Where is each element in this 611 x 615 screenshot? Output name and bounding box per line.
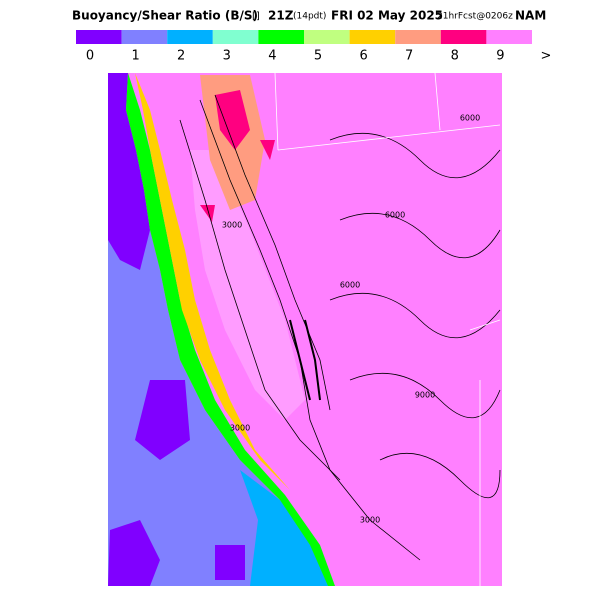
contour-label: 3000 [360, 516, 380, 525]
contour-label: 3000 [230, 424, 250, 433]
legend-swatch [167, 30, 213, 44]
contours [179, 94, 501, 561]
ocean [108, 73, 330, 586]
legend-label: > [541, 49, 552, 64]
legend-label: 4 [268, 49, 276, 64]
legend-label: 3 [223, 49, 231, 64]
central-valley [190, 150, 305, 420]
contour-labels: 6000 6000 3000 6000 3000 9000 3000 [222, 114, 480, 525]
legend-swatch [440, 30, 487, 44]
legend-label: 0 [86, 49, 94, 64]
legend-label: 7 [405, 49, 413, 64]
contour-label: 3000 [222, 221, 242, 230]
legend: 0 1 2 3 4 5 6 7 8 9 > [76, 30, 551, 64]
coastal-band [135, 73, 290, 490]
valid-time: 21Z [268, 9, 294, 23]
legend-label: 9 [496, 49, 504, 64]
model: NAM [515, 9, 546, 23]
contour-label: 6000 [385, 211, 405, 220]
boundaries [274, 72, 501, 586]
legend-swatch [349, 30, 396, 44]
legend-label: 6 [359, 49, 367, 64]
low-ratio-zone [108, 73, 150, 270]
legend-label: 5 [314, 49, 322, 64]
local-time: (14pdt) [293, 12, 326, 22]
low-ratio-zone [240, 470, 330, 586]
contour-label: 6000 [460, 114, 480, 123]
date: FRI 02 May 2025 [331, 9, 443, 23]
units: [] [252, 11, 260, 22]
legend-swatch [258, 30, 304, 44]
legend-swatch [76, 30, 122, 44]
low-ratio-zone [108, 380, 245, 586]
legend-swatch [304, 30, 350, 44]
title: Buoyancy/Shear Ratio (B/S) [72, 9, 258, 23]
map: 6000 6000 3000 6000 3000 9000 3000 [108, 72, 502, 586]
legend-label: 1 [131, 49, 139, 64]
legend-swatch [395, 30, 441, 44]
legend-swatch [212, 30, 259, 44]
legend-label: 8 [451, 49, 459, 64]
legend-label: 2 [177, 49, 185, 64]
contour-label: 9000 [415, 391, 435, 400]
legend-swatch [121, 30, 168, 44]
contour-label: 6000 [340, 281, 360, 290]
forecast: 21hrFcst@0206z [437, 12, 513, 22]
legend-swatch [486, 30, 532, 44]
